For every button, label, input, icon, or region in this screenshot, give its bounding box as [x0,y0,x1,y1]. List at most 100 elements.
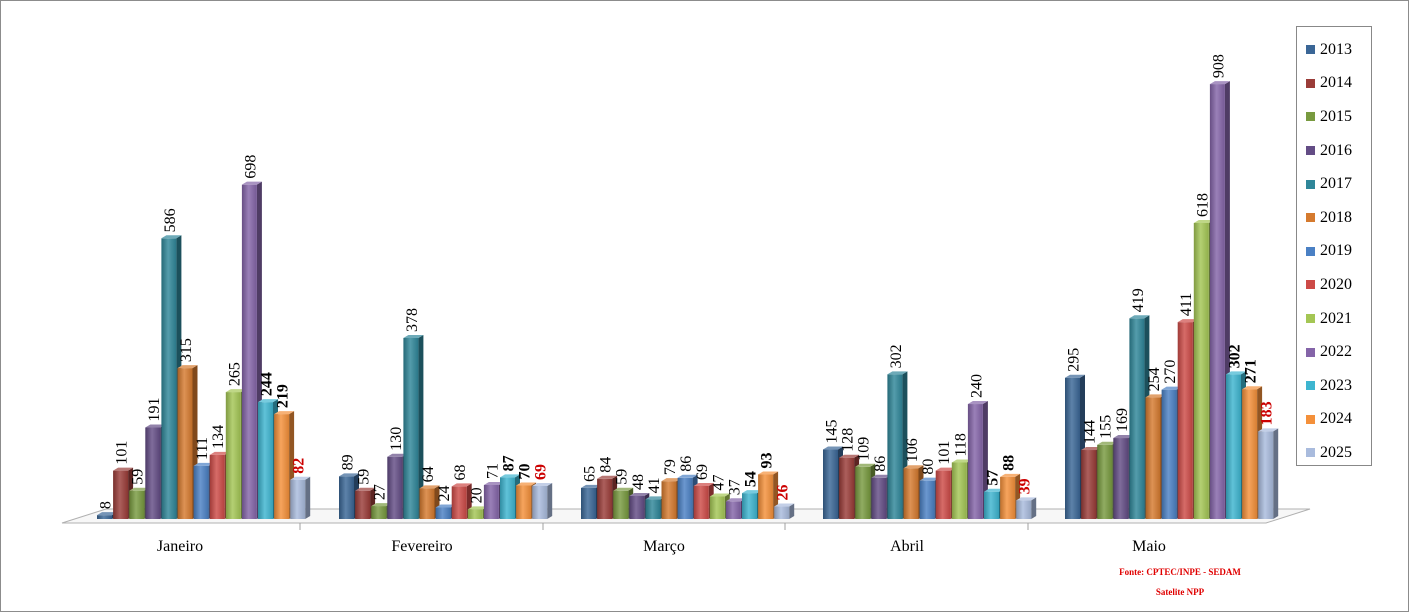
bar-top [645,496,666,500]
bar-front [1065,377,1080,519]
data-label-março-2022: 37 [726,479,743,495]
data-label-janeiro-2024: 219 [275,384,292,408]
bar-top [97,512,117,516]
legend-item-2014: 2014 [1297,67,1371,101]
bar-abril-2022 [967,401,988,519]
bar-top [290,476,311,480]
legend-item-2013: 2013 [1297,33,1371,67]
data-label-março-2018: 79 [662,459,679,475]
bar-top [919,477,940,481]
data-label-fevereiro-2015: 27 [372,484,389,500]
data-label-março-2013: 65 [582,466,599,482]
legend-swatch [1306,381,1315,391]
data-label-abril-2013: 145 [824,420,841,444]
data-label-março-2016: 48 [630,474,647,490]
data-label-janeiro-2025: 82 [291,458,308,474]
bar-janeiro-2025 [290,476,311,519]
bar-front [725,501,741,519]
bar-front [984,491,999,519]
legend-item-2025: 2025 [1297,436,1371,470]
data-label-maio-2019: 270 [1162,360,1179,384]
legend-item-2015: 2015 [1297,100,1371,134]
bar-top [371,503,392,507]
legend-swatch [1306,314,1315,324]
bar-front [516,485,532,519]
bar-top [725,498,746,502]
bar-top [1000,473,1021,477]
bar-top [693,482,714,486]
data-label-maio-2022: 908 [1210,54,1227,78]
legend-swatch [1306,146,1315,156]
bar-front [629,496,645,519]
bar-top [1113,435,1134,439]
data-label-maio-2025: 183 [1259,401,1276,425]
bar-side [1031,497,1037,519]
data-label-abril-2025: 39 [1017,478,1034,494]
data-label-maio-2014: 144 [1082,420,1099,444]
bar-top [241,181,262,185]
data-label-abril-2023: 57 [985,470,1002,486]
data-label-março-2019: 86 [678,456,695,472]
source-note: Fonte: CPTEC/INPE - SEDAM Satelite NPP [1100,562,1260,602]
data-label-fevereiro-2025: 69 [533,464,550,480]
data-label-janeiro-2020: 134 [210,425,227,449]
bar-front [339,476,354,519]
bar-front [97,515,112,519]
bar-front [758,474,774,519]
data-label-maio-2018: 254 [1146,367,1163,391]
bar-top [274,411,295,415]
bar-top [661,478,682,482]
data-label-abril-2017: 302 [888,344,905,368]
bar-top [403,334,424,338]
bar-top [758,471,779,475]
bar-abril-2025 [1016,497,1037,519]
data-label-fevereiro-2023: 87 [501,455,518,471]
data-label-janeiro-2017: 586 [162,208,179,232]
bar-maio-2025 [1258,428,1279,519]
bar-front [1097,444,1113,519]
data-label-maio-2023: 302 [1227,344,1244,368]
legend-item-2024: 2024 [1297,403,1371,437]
legend-swatch [1306,347,1315,357]
bar-top [629,493,650,497]
data-label-janeiro-2014: 101 [114,441,131,465]
source-line-1: Fonte: CPTEC/INPE - SEDAM [1119,567,1241,577]
bar-top [387,453,408,457]
x-tick-label: Janeiro [157,538,203,555]
bar-top [532,482,553,486]
bar-front [951,462,967,519]
bar-top [903,465,924,469]
bar-side [1273,428,1279,519]
legend-swatch [1306,213,1315,223]
bar-top [419,485,440,489]
legend-label: 2024 [1320,410,1352,428]
legend: 2013 2014 2015 2016 2017 2018 2019 2020 2021 2022… [1296,26,1372,466]
legend-item-2022: 2022 [1297,335,1371,369]
data-label-abril-2019: 80 [920,459,937,475]
bar-front [225,392,241,519]
bar-front [258,402,273,519]
data-label-janeiro-2013: 8 [98,501,115,509]
data-label-maio-2020: 411 [1178,293,1195,316]
bar-front [1000,476,1016,519]
bar-front [274,414,290,519]
bar-top [193,462,214,466]
data-label-abril-2020: 101 [936,441,953,465]
bar-top [1145,394,1166,398]
data-label-abril-2014: 128 [840,428,857,452]
bar-front [597,478,613,519]
legend-item-2019: 2019 [1297,235,1371,269]
bar-top [613,487,634,491]
bar-março-2025 [774,503,795,519]
data-label-maio-2024: 271 [1243,359,1260,383]
bar-top [516,482,537,486]
bar-front [1177,322,1193,519]
bar-front [581,487,596,519]
data-label-maio-2015: 155 [1098,415,1115,439]
data-label-março-2023: 54 [743,471,760,487]
bar-top [355,487,376,491]
data-label-janeiro-2016: 191 [146,398,163,422]
legend-label: 2022 [1320,343,1352,361]
bar-front [177,368,193,519]
